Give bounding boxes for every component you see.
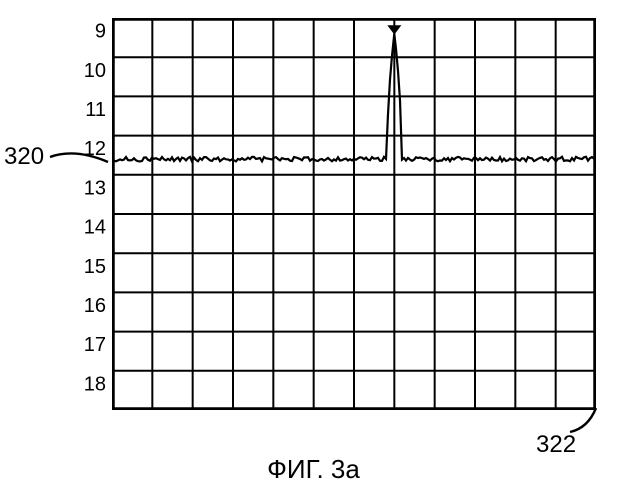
y-tick-label: 11	[85, 99, 106, 121]
y-tick-label: 18	[84, 373, 106, 395]
y-tick-label: 15	[84, 256, 106, 278]
y-tick-label: 9	[95, 21, 106, 43]
y-tick-label: 16	[84, 295, 106, 317]
figure-caption-text: ФИГ. 3а	[267, 454, 360, 484]
callout-322: 322	[528, 402, 618, 458]
figure-caption: ФИГ. 3а	[0, 454, 627, 485]
callout-322-arrow: 322	[528, 402, 618, 458]
callout-320-text: 320	[4, 143, 44, 170]
y-axis-labels: 9 10 11 12 13 14 15 16 17 18	[66, 16, 112, 428]
y-tick-label: 14	[84, 217, 106, 239]
y-tick-label: 10	[84, 60, 106, 82]
y-tick-label: 13	[84, 177, 106, 199]
y-tick-label: 12	[84, 138, 106, 160]
callout-322-leader	[570, 408, 596, 432]
chart-svg	[112, 18, 596, 410]
waveform-chart	[112, 18, 596, 410]
y-tick-label: 17	[84, 334, 106, 356]
